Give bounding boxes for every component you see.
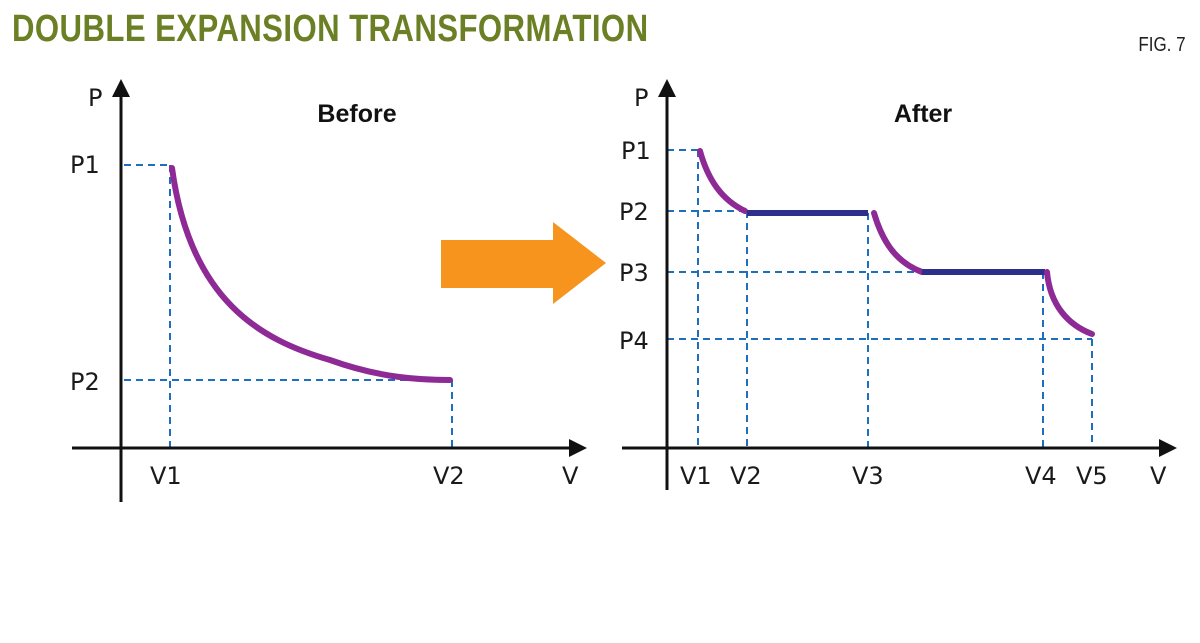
after-curve-stage-3 [1044,269,1095,337]
figure-label: FIG. 7 [1138,34,1186,56]
after-p3-label: P3 [619,259,649,287]
before-axis-p-label: P [88,84,102,112]
before-v1-label: V1 [150,462,182,490]
after-heading: After [894,100,953,128]
transition-arrow [441,222,606,304]
before-heading: Before [317,100,396,128]
after-panel: After P V P1 P2 P3 P4 V1 V2 V3 V4 V5 [619,79,1177,490]
after-v1-label: V1 [680,462,712,490]
after-axis-p-label: P [634,84,648,112]
after-p4-label: P4 [619,327,649,355]
after-p1-label: P1 [621,137,651,165]
after-v4-label: V4 [1025,462,1057,490]
after-axis-v-label: V [1150,462,1167,490]
after-p2-label: P2 [619,198,649,226]
before-axis-v-label: V [562,462,579,490]
before-p2-label: P2 [70,368,100,396]
before-p1-label: P1 [70,151,100,179]
after-v2-label: V2 [730,462,762,490]
before-panel: Before P V P1 P2 V1 V2 [70,79,587,502]
after-v3-label: V3 [852,462,884,490]
page-title: DOUBLE EXPANSION TRANSFORMATION [12,8,649,50]
after-curve-stage-1 [697,148,748,214]
before-v2-label: V2 [433,462,465,490]
before-expansion-curve [169,165,453,383]
after-v5-label: V5 [1076,462,1108,490]
after-curve-stage-2 [871,210,925,275]
